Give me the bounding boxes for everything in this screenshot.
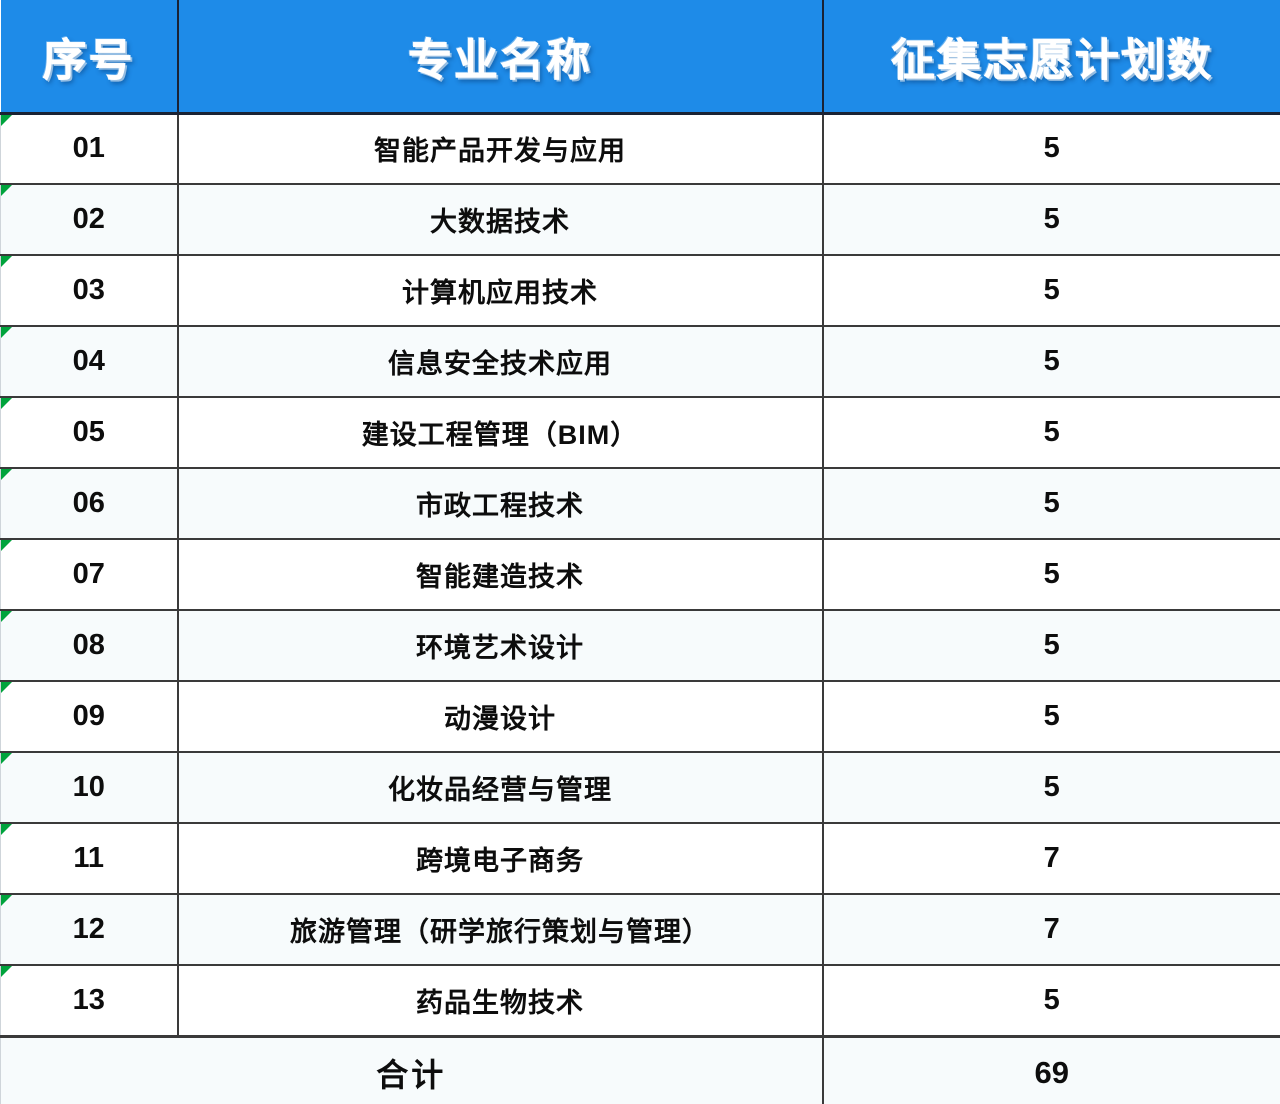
cell-error-flag-icon (1, 966, 12, 977)
column-header-major-name: 专业名称 (176, 0, 823, 115)
cell-major-name: 化妆品经营与管理 (177, 751, 824, 824)
cell-major-name: 信息安全技术应用 (177, 325, 824, 398)
column-header-serial-number: 序号 (0, 0, 178, 115)
table-row: 03 计算机应用技术 5 (0, 254, 1280, 327)
cell-error-flag-icon (1, 895, 12, 906)
cell-serial-number: 03 (0, 254, 179, 327)
cell-serial-number: 10 (0, 751, 179, 824)
cell-error-flag-icon (1, 824, 12, 835)
cell-serial-number: 01 (0, 112, 179, 185)
cell-error-flag-icon (1, 611, 12, 622)
table-row: 08 环境艺术设计 5 (0, 609, 1280, 682)
table-row: 05 建设工程管理（BIM） 5 (0, 396, 1280, 469)
table-row: 10 化妆品经营与管理 5 (0, 751, 1280, 824)
cell-major-name: 环境艺术设计 (177, 609, 824, 682)
table-body: 01 智能产品开发与应用 5 02 大数据技术 5 03 计算机应用技术 5 04 信息安全技术应用… (0, 112, 1280, 1104)
cell-plan-count: 5 (822, 396, 1280, 469)
cell-plan-count: 5 (822, 964, 1280, 1037)
cell-major-name: 市政工程技术 (177, 467, 824, 540)
cell-plan-count: 5 (822, 183, 1280, 256)
table-row: 06 市政工程技术 5 (0, 467, 1280, 540)
table-row: 07 智能建造技术 5 (0, 538, 1280, 611)
cell-serial-number: 08 (0, 609, 179, 682)
header-row: 序号 专业名称 征集志愿计划数 (0, 0, 1280, 115)
cell-serial-number: 06 (0, 467, 179, 540)
cell-major-name: 跨境电子商务 (177, 822, 824, 895)
total-label: 合计 (0, 1034, 824, 1104)
cell-plan-count: 7 (822, 893, 1280, 966)
cell-plan-count: 5 (822, 609, 1280, 682)
cell-plan-count: 5 (822, 680, 1280, 753)
table-row: 09 动漫设计 5 (0, 680, 1280, 753)
cell-error-flag-icon (1, 540, 12, 551)
cell-major-name: 动漫设计 (177, 680, 824, 753)
table-row: 12 旅游管理（研学旅行策划与管理） 7 (0, 893, 1280, 966)
cell-major-name: 旅游管理（研学旅行策划与管理） (177, 893, 824, 966)
table-row: 02 大数据技术 5 (0, 183, 1280, 256)
total-value: 69 (822, 1034, 1280, 1104)
total-row: 合计 69 (0, 1034, 1280, 1104)
cell-major-name: 大数据技术 (177, 183, 824, 256)
table-row: 01 智能产品开发与应用 5 (0, 112, 1280, 185)
table-row: 11 跨境电子商务 7 (0, 822, 1280, 895)
cell-error-flag-icon (1, 327, 12, 338)
cell-serial-number: 05 (0, 396, 179, 469)
cell-serial-number: 09 (0, 680, 179, 753)
cell-major-name: 智能产品开发与应用 (177, 112, 824, 185)
cell-major-name: 智能建造技术 (177, 538, 824, 611)
cell-serial-number: 12 (0, 893, 179, 966)
cell-plan-count: 7 (822, 822, 1280, 895)
cell-serial-number: 13 (0, 964, 179, 1037)
cell-plan-count: 5 (822, 112, 1280, 185)
cell-plan-count: 5 (822, 751, 1280, 824)
table-row: 04 信息安全技术应用 5 (0, 325, 1280, 398)
table-row: 13 药品生物技术 5 (0, 964, 1280, 1037)
cell-error-flag-icon (1, 469, 12, 480)
cell-serial-number: 07 (0, 538, 179, 611)
cell-serial-number: 11 (0, 822, 179, 895)
cell-error-flag-icon (1, 256, 12, 267)
column-header-plan-count: 征集志愿计划数 (821, 0, 1280, 115)
cell-plan-count: 5 (822, 538, 1280, 611)
cell-major-name: 药品生物技术 (177, 964, 824, 1037)
cell-major-name: 计算机应用技术 (177, 254, 824, 327)
cell-error-flag-icon (1, 682, 12, 693)
table-header: 序号 专业名称 征集志愿计划数 (0, 0, 1280, 115)
cell-major-name: 建设工程管理（BIM） (177, 396, 824, 469)
cell-plan-count: 5 (822, 254, 1280, 327)
cell-error-flag-icon (1, 398, 12, 409)
cell-plan-count: 5 (822, 325, 1280, 398)
cell-plan-count: 5 (822, 467, 1280, 540)
cell-error-flag-icon (1, 753, 12, 764)
cell-error-flag-icon (1, 185, 12, 196)
cell-error-flag-icon (1, 114, 12, 126)
cell-serial-number: 02 (0, 183, 179, 256)
cell-serial-number: 04 (0, 325, 179, 398)
